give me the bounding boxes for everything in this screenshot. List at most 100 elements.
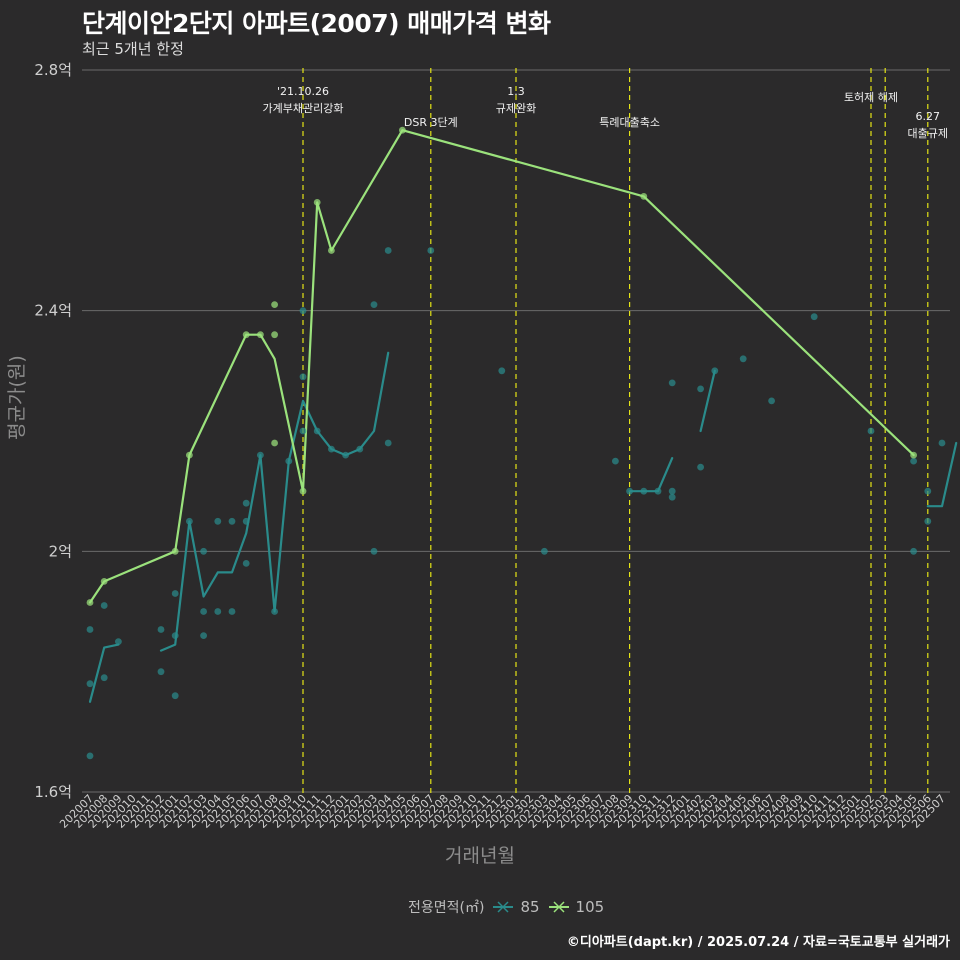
data-point-85 [356,445,364,453]
data-point-85 [867,427,875,435]
y-axis-title: 평균가(원) [6,355,28,440]
data-point-105 [299,487,307,495]
data-point-85 [214,608,222,615]
data-point-85 [299,307,307,315]
series-lines [88,129,958,703]
event-label: 토허제 해제 [844,90,898,104]
data-point-85 [171,692,179,700]
data-point-85 [299,373,307,381]
data-point-85 [384,439,392,447]
data-point-105 [86,599,94,606]
y-axis-ticks: 1.6억 2억 2.4억 2.8억 [34,61,72,801]
legend-key-85-icon [493,901,514,913]
data-point-85 [938,439,946,447]
data-point-85 [427,247,435,254]
series-points [86,126,946,760]
data-point-85 [271,608,278,615]
event-label: '21.10.26 [277,85,329,98]
event-label: 1.3 [507,85,525,98]
y-tick-label: 2.8억 [34,61,72,79]
data-point-85 [498,367,506,375]
legend-label-105: 105 [575,898,605,916]
data-point-105 [242,331,250,339]
data-point-105 [328,247,335,254]
data-point-85 [924,487,932,495]
legend-title: 전용면적(㎡) [408,900,485,916]
data-point-85 [242,560,250,567]
data-point-85 [86,626,94,633]
event-label: 6.27 [916,110,941,123]
legend-item-85: 85 [492,898,540,916]
series-line-85 [628,457,674,493]
data-point-85 [697,385,704,393]
data-point-85 [242,517,250,525]
data-point-105 [271,331,278,339]
data-point-85 [200,632,208,639]
legend-key-105-icon [548,901,569,913]
data-point-85 [924,517,932,525]
data-point-85 [171,632,179,639]
y-tick-label: 2.4억 [34,302,72,320]
data-point-85 [257,451,264,459]
data-point-105 [271,301,278,308]
data-point-105 [186,451,193,459]
data-point-85 [115,638,122,645]
series-line-85 [926,441,958,508]
data-point-85 [342,451,349,459]
data-point-105 [399,126,406,134]
data-point-85 [285,457,293,465]
data-point-105 [171,547,179,555]
source-caption: ©디아파트(dapt.kr) / 2025.07.24 / 자료=국토교통부 실… [566,935,950,950]
y-tick-label: 2억 [49,542,72,560]
data-point-85 [186,517,193,525]
data-point-85 [640,487,648,495]
data-point-85 [86,752,94,760]
data-point-85 [668,487,676,495]
data-point-85 [711,367,719,375]
data-point-85 [370,547,378,555]
legend: 전용면적(㎡) 85 105 [408,897,604,917]
chart-title: 단계이안2단지 아파트(2007) 매매가격 변화 [82,9,551,38]
event-label: 특례대출축소 [599,116,660,129]
data-point-85 [214,517,222,525]
data-point-85 [668,493,676,501]
data-point-85 [626,487,633,495]
event-label: 가계부채관리강화 [263,102,344,115]
series-line-85 [88,643,120,703]
data-point-85 [86,680,94,688]
data-point-105 [910,451,917,459]
data-point-85 [100,602,108,609]
chart-subtitle: 최근 5개년 한정 [82,40,184,58]
data-point-85 [768,397,775,405]
data-point-85 [100,674,108,682]
event-label: 규제완화 [496,102,536,115]
data-point-85 [697,463,704,471]
data-point-85 [228,517,236,525]
data-point-85 [370,301,378,308]
data-point-105 [100,578,108,585]
data-point-85 [384,247,392,254]
event-label: DSR 3단계 [404,116,458,129]
x-axis-ticks: 2020072020082020092020102020112020122021… [57,792,948,831]
data-point-85 [228,608,236,615]
x-axis-title: 거래년월 [445,845,515,867]
data-point-85 [668,379,676,387]
legend-label-85: 85 [520,898,540,916]
data-point-85 [313,427,321,435]
data-point-105 [313,199,321,206]
series-line-85 [159,351,390,652]
legend-item-105: 105 [548,898,605,916]
data-point-85 [810,313,818,321]
data-point-85 [541,547,548,555]
data-point-85 [242,499,250,507]
event-label: 대출규제 [908,127,948,140]
y-tick-label: 1.6억 [34,783,72,801]
series-line-105 [88,129,915,604]
data-point-105 [640,193,648,200]
data-point-85 [739,355,747,363]
data-point-105 [271,439,278,447]
data-point-85 [200,608,208,615]
data-point-85 [910,457,917,465]
